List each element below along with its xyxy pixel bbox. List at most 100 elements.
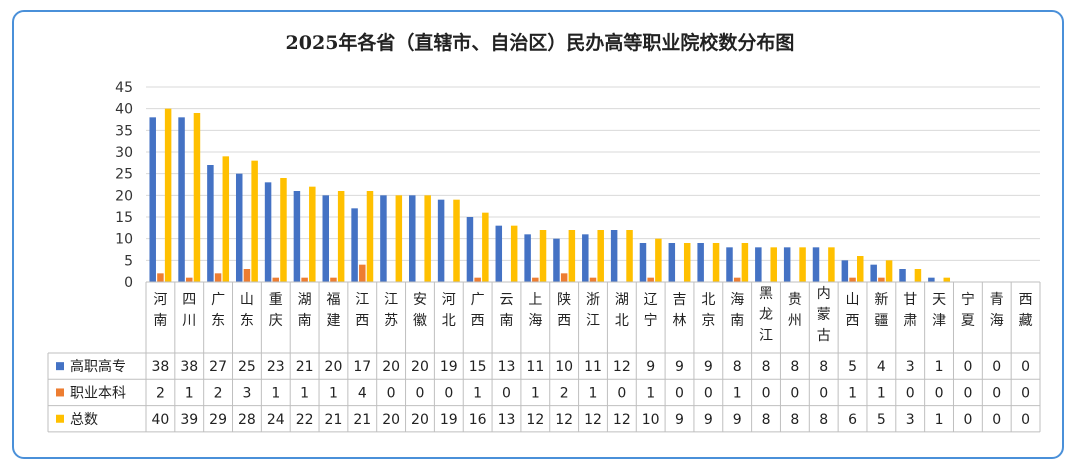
bar-benke — [849, 277, 856, 282]
bar-gaozhi — [582, 234, 589, 282]
data-table-cell: 5 — [877, 412, 886, 428]
data-table-cell: 0 — [502, 385, 511, 401]
data-table-cell: 9 — [704, 359, 713, 375]
data-table-cell: 2 — [214, 385, 223, 401]
bar-gaozhi — [783, 247, 791, 282]
data-table-cell: 15 — [469, 359, 487, 375]
bar-total — [885, 260, 893, 282]
bar-total — [222, 156, 230, 282]
data-table-cell: 1 — [935, 412, 944, 428]
category-label: 广西 — [471, 292, 485, 329]
category-label: 江西 — [355, 292, 369, 329]
data-table-cell: 19 — [440, 412, 458, 428]
data-table-cell: 1 — [589, 385, 598, 401]
category-label: 浙江 — [586, 292, 600, 329]
legend-swatch — [56, 414, 64, 423]
data-table-cell: 1 — [329, 385, 338, 401]
legend-swatch — [56, 362, 64, 371]
data-table-cell: 21 — [353, 412, 371, 428]
category-label: 山西 — [846, 292, 860, 329]
bar-gaozhi — [668, 243, 676, 282]
data-table-cell: 9 — [646, 359, 655, 375]
bar-benke — [474, 277, 481, 282]
data-table-cell: 12 — [584, 412, 602, 428]
y-tick-label: 15 — [115, 210, 133, 226]
bar-gaozhi — [351, 208, 358, 282]
data-table-cell: 8 — [790, 359, 799, 375]
data-table-cell: 38 — [152, 359, 170, 375]
bar-gaozhi — [437, 199, 445, 282]
data-table-cell: 19 — [440, 359, 458, 375]
bar-total — [510, 225, 518, 282]
category-label: 河北 — [442, 292, 456, 329]
data-table-cell: 21 — [325, 412, 343, 428]
bar-benke — [560, 273, 568, 282]
bar-benke — [878, 277, 885, 282]
data-table-cell: 1 — [271, 385, 280, 401]
category-label: 湖北 — [615, 292, 629, 329]
data-table-cell: 16 — [469, 412, 487, 428]
bar-total — [597, 230, 604, 282]
bar-benke — [733, 277, 741, 282]
bar-total — [453, 199, 460, 282]
bar-total — [251, 160, 258, 282]
data-table-cell: 0 — [906, 385, 915, 401]
data-table-cell: 39 — [180, 412, 198, 428]
data-table-cell: 10 — [642, 412, 660, 428]
data-table-cell: 13 — [498, 359, 516, 375]
bar-total — [164, 108, 172, 283]
bar-gaozhi — [553, 238, 560, 282]
category-label: 吉林 — [673, 292, 687, 329]
bar-benke — [243, 269, 251, 282]
bar-gaozhi — [495, 225, 503, 282]
data-table-cell: 8 — [762, 412, 771, 428]
bar-benke — [647, 277, 654, 282]
bar-total — [395, 195, 403, 282]
data-table-cell: 29 — [209, 412, 227, 428]
data-table-cell: 0 — [704, 385, 713, 401]
y-tick-label: 45 — [115, 80, 133, 96]
data-table-cell: 0 — [1021, 359, 1030, 375]
bar-total — [770, 247, 777, 282]
data-table-cell: 40 — [152, 412, 170, 428]
data-table-cell: 23 — [267, 359, 285, 375]
bar-benke — [532, 277, 539, 282]
data-table-cell: 9 — [675, 412, 684, 428]
y-tick-label: 0 — [124, 275, 133, 291]
bar-total — [741, 243, 749, 282]
category-label: 云南 — [499, 292, 513, 329]
data-table-cell: 10 — [555, 359, 573, 375]
data-table-cell: 4 — [358, 385, 367, 401]
data-table-cell: 1 — [185, 385, 194, 401]
data-table-cell: 20 — [382, 412, 400, 428]
category-label: 黑龙江 — [759, 286, 773, 344]
bar-benke — [330, 277, 337, 282]
bar-gaozhi — [639, 243, 647, 282]
bar-benke — [301, 277, 308, 282]
bar-benke — [272, 277, 280, 282]
data-table-cell: 3 — [242, 385, 251, 401]
data-table-cell: 2 — [156, 385, 165, 401]
bar-gaozhi — [380, 195, 387, 282]
data-table-cell: 3 — [906, 412, 915, 428]
bar-gaozhi — [235, 173, 243, 282]
bar-total — [626, 230, 633, 282]
category-label: 新疆 — [874, 292, 888, 329]
bar-gaozhi — [322, 195, 330, 282]
bar-gaozhi — [812, 247, 820, 282]
bar-total — [337, 191, 345, 282]
bar-gaozhi — [870, 264, 877, 282]
bar-total — [799, 247, 806, 282]
data-table-cell: 22 — [296, 412, 314, 428]
data-table-cell: 5 — [848, 359, 857, 375]
category-label: 河南 — [153, 292, 167, 329]
data-table-cell: 13 — [498, 412, 516, 428]
category-label: 江苏 — [384, 292, 398, 329]
data-table-cell: 0 — [617, 385, 626, 401]
data-table-cell: 17 — [353, 359, 371, 375]
bar-total — [712, 243, 720, 282]
data-table-cell: 0 — [963, 359, 972, 375]
category-label: 辽宁 — [644, 292, 658, 329]
data-table-cell: 25 — [238, 359, 256, 375]
